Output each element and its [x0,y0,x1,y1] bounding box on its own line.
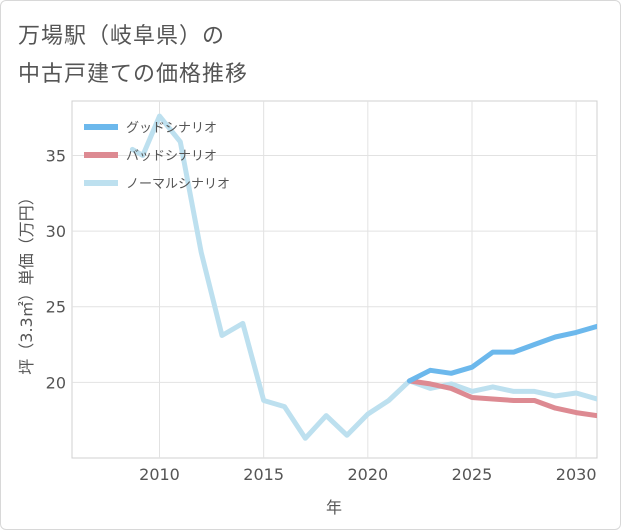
y-tick-label: 30 [46,222,66,241]
x-tick-label: 2010 [139,465,180,484]
y-tick-label: 35 [46,146,66,165]
bad-scenario-line [407,378,597,419]
y-tick-label: 20 [46,373,66,392]
x-tick-label: 2025 [452,465,493,484]
x-tick-label: 2020 [347,465,388,484]
series-lines [129,113,597,441]
x-axis-title: 年 [326,498,342,517]
y-tick-label: 25 [46,298,66,317]
x-tick-label: 2030 [556,465,597,484]
x-tick-label: 2015 [243,465,284,484]
legend-normal-scenario-label: ノーマルシナリオ [126,177,230,192]
normal-scenario-line [129,113,597,441]
chart-title-line-1: 万場駅（岐阜県）の [18,24,226,49]
good-scenario-line [407,323,597,384]
legend-good-scenario-label: グッドシナリオ [126,121,217,136]
chart-title-line-2: 中古戸建ての価格推移 [18,62,249,87]
legend-bad-scenario-label: バッドシナリオ [126,149,217,164]
y-axis-title: 坪（3.3㎡）単価（万円） [17,189,36,374]
